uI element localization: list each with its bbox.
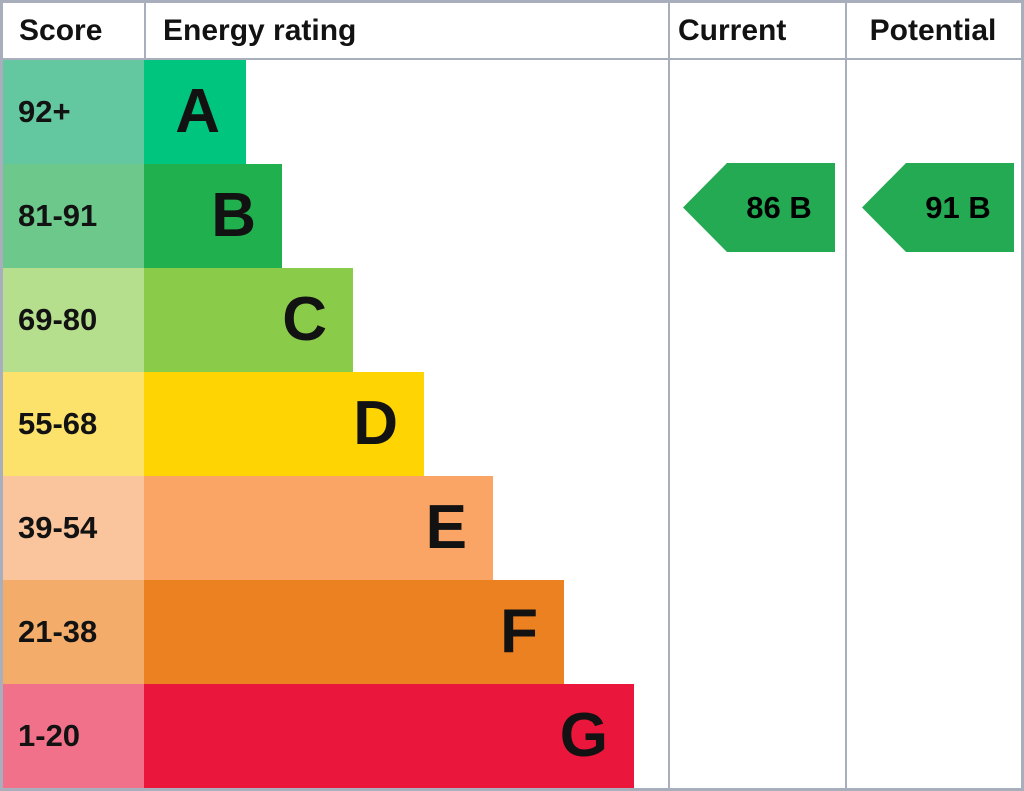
band-g-bar-area: G xyxy=(144,684,1021,788)
band-row-c: 69-80 C xyxy=(3,268,1021,372)
divider-current-potential xyxy=(845,3,847,788)
band-row-g: 1-20 G xyxy=(3,684,1021,788)
header-score: Score xyxy=(19,13,103,47)
band-b-score: 81-91 xyxy=(3,164,144,268)
band-row-d: 55-68 D xyxy=(3,372,1021,476)
band-d-bar-area: D xyxy=(144,372,1021,476)
band-c-score: 69-80 xyxy=(3,268,144,372)
chart-header: Score Energy rating Current Potential xyxy=(3,3,1021,60)
band-b-bar-area: B xyxy=(144,164,1021,268)
band-d-bar: D xyxy=(144,372,424,476)
band-g-bar: G xyxy=(144,684,634,788)
divider-rating-current xyxy=(668,3,670,788)
band-a-score: 92+ xyxy=(3,60,144,164)
band-rows: 92+ A 81-91 B 69-80 C 55-68 D 39-54 xyxy=(3,60,1021,788)
band-e-bar: E xyxy=(144,476,493,580)
band-e-score: 39-54 xyxy=(3,476,144,580)
band-g-score: 1-20 xyxy=(3,684,144,788)
band-d-score: 55-68 xyxy=(3,372,144,476)
band-b-bar: B xyxy=(144,164,282,268)
band-a-bar-area: A xyxy=(144,60,1021,164)
band-e-bar-area: E xyxy=(144,476,1021,580)
header-potential: Potential xyxy=(869,13,997,47)
divider-score-rating xyxy=(144,3,146,58)
header-current: Current xyxy=(678,13,787,47)
band-c-bar-area: C xyxy=(144,268,1021,372)
band-f-bar: F xyxy=(144,580,564,684)
header-energy-rating: Energy rating xyxy=(163,13,357,47)
band-row-e: 39-54 E xyxy=(3,476,1021,580)
band-row-b: 81-91 B xyxy=(3,164,1021,268)
band-c-bar: C xyxy=(144,268,353,372)
band-f-bar-area: F xyxy=(144,580,1021,684)
band-row-a: 92+ A xyxy=(3,60,1021,164)
band-row-f: 21-38 F xyxy=(3,580,1021,684)
band-a-bar: A xyxy=(144,60,246,164)
band-f-score: 21-38 xyxy=(3,580,144,684)
